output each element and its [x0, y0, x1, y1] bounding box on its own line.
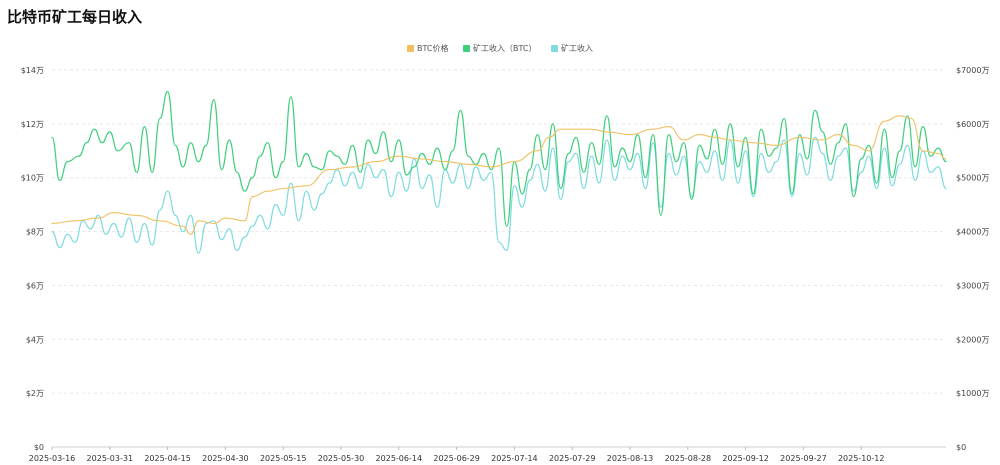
x-tick-label: 2025-03-31: [87, 454, 134, 463]
y-right-tick-label: $1000万: [956, 389, 989, 398]
y-left-tick-label: $0: [34, 443, 44, 452]
series-line-0: [51, 115, 947, 235]
y-right-tick-label: $3000万: [956, 281, 989, 290]
legend-item-miner-revenue[interactable]: 矿工收入: [551, 43, 593, 54]
x-tick-label: 2025-05-30: [318, 454, 365, 463]
y-left-tick-label: $12万: [21, 120, 44, 129]
x-tick-label: 2025-06-14: [376, 454, 423, 463]
legend: BTC价格 矿工收入（BTC） 矿工收入: [0, 43, 1000, 54]
y-axis-left: $0 $2万 $4万 $6万 $8万 $10万 $12万 $14万: [21, 66, 44, 452]
y-left-tick-label: $2万: [26, 389, 44, 398]
y-left-tick-label: $6万: [26, 281, 44, 290]
x-axis: 2025-03-16 2025-03-31 2025-04-15 2025-04-30…: [29, 447, 885, 463]
x-tick-label: 2025-04-30: [202, 454, 249, 463]
y-left-tick-label: $8万: [26, 228, 44, 237]
x-tick-label: 2025-07-29: [549, 454, 596, 463]
y-right-tick-label: $6000万: [956, 120, 989, 129]
x-tick-label: 2025-10-12: [838, 454, 885, 463]
y-left-tick-label: $4万: [26, 335, 44, 344]
grid-lines: [52, 69, 946, 448]
y-right-tick-label: $2000万: [956, 335, 989, 344]
x-tick-label: 2025-07-14: [491, 454, 538, 463]
legend-label-btc-price: BTC价格: [416, 44, 449, 53]
series-lines: [51, 90, 947, 254]
y-left-tick-label: $10万: [21, 174, 44, 183]
y-right-tick-label: $7000万: [956, 66, 989, 75]
legend-label-miner-revenue-btc: 矿工收入（BTC）: [473, 44, 537, 53]
legend-label-miner-revenue: 矿工收入: [561, 44, 594, 53]
y-right-tick-label: $5000万: [956, 174, 989, 183]
legend-swatch-miner-revenue: [551, 45, 559, 52]
y-right-tick-label: $4000万: [956, 228, 989, 237]
x-tick-label: 2025-08-28: [665, 454, 712, 463]
y-left-tick-label: $14万: [21, 66, 44, 75]
x-tick-label: 2025-08-13: [607, 454, 654, 463]
legend-item-miner-revenue-btc[interactable]: 矿工收入（BTC）: [463, 43, 537, 54]
x-tick-label: 2025-09-27: [780, 454, 827, 463]
chart-title: 比特币矿工每日收入: [7, 8, 143, 26]
legend-swatch-btc-price: [406, 45, 414, 52]
x-tick-label: 2025-05-15: [260, 454, 307, 463]
legend-swatch-miner-revenue-btc: [463, 45, 470, 52]
x-tick-label: 2025-06-29: [433, 454, 480, 463]
x-tick-label: 2025-09-12: [722, 454, 769, 463]
series-line-1: [51, 90, 947, 227]
legend-item-btc-price[interactable]: BTC价格: [406, 43, 449, 54]
series-line-2: [51, 136, 947, 254]
y-right-tick-label: $0: [956, 443, 966, 452]
y-axis-right: $0 $1000万 $2000万 $3000万 $4000万 $5000万 $6000万 $7…: [956, 66, 989, 452]
x-tick-label: 2025-03-16: [29, 454, 76, 463]
x-tick-label: 2025-04-15: [144, 454, 191, 463]
